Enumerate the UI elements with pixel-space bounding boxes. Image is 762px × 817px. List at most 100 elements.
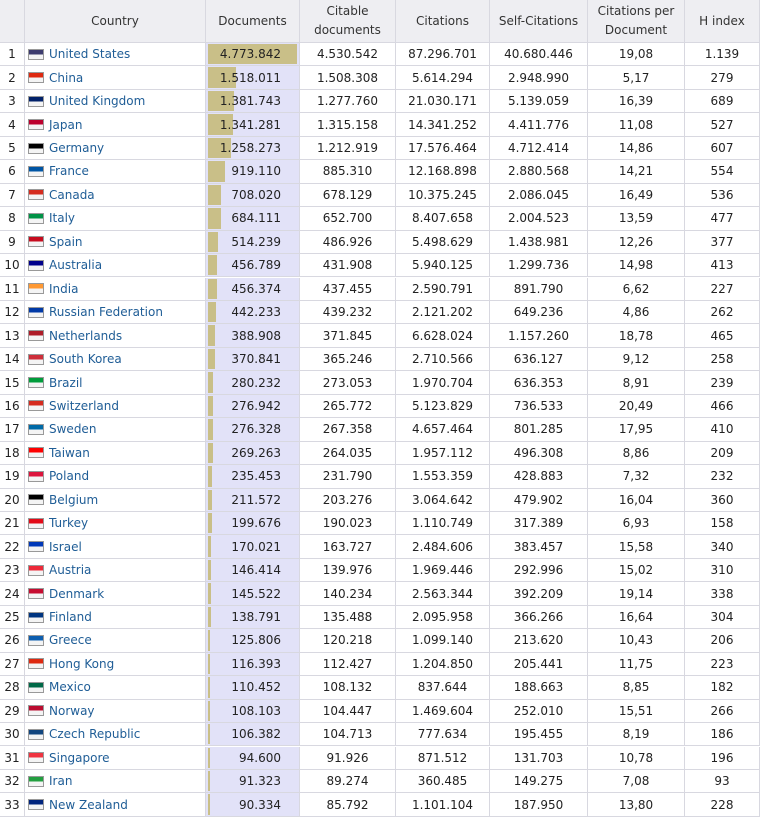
cell: 15: [0, 371, 25, 395]
header-cell[interactable]: Citations: [396, 0, 490, 43]
country-link[interactable]: Hong Kong: [49, 656, 115, 671]
value: 211.572: [231, 492, 281, 507]
country-link[interactable]: Poland: [49, 469, 90, 484]
country-link[interactable]: Mexico: [49, 680, 91, 695]
flag-icon: [28, 48, 44, 60]
documents-cell: 269.263: [206, 441, 300, 466]
country-link[interactable]: United States: [49, 47, 131, 62]
country-link[interactable]: South Korea: [49, 352, 122, 367]
country-link[interactable]: Czech Republic: [49, 727, 141, 742]
rank: 28: [4, 680, 20, 695]
flag-icon: [28, 775, 44, 787]
value: 10,43: [618, 633, 654, 648]
header-cell[interactable]: Self-Citations: [490, 0, 588, 43]
cell: 8,86: [588, 441, 685, 466]
value: 477: [710, 211, 734, 226]
cell: 16,04: [588, 488, 685, 512]
value: 87.296.701: [408, 47, 477, 62]
cell: 227: [685, 277, 760, 301]
country-link[interactable]: Italy: [49, 211, 76, 226]
cell: 10,43: [588, 629, 685, 653]
flag-icon: [28, 142, 44, 154]
cell: 649.236: [490, 300, 588, 325]
country-link[interactable]: Norway: [49, 703, 95, 718]
country-link[interactable]: Germany: [49, 141, 105, 156]
cell: 652.700: [300, 207, 396, 231]
value: 9,12: [622, 352, 650, 367]
column-header[interactable]: Citations: [415, 13, 469, 28]
documents-bar: [208, 700, 210, 722]
country-cell: Russian Federation: [25, 300, 206, 325]
cell: 1.438.981: [490, 230, 588, 255]
rank: 33: [4, 797, 20, 812]
cell: 371.845: [300, 324, 396, 348]
country-link[interactable]: China: [49, 70, 84, 85]
value: 280.232: [231, 375, 281, 390]
value: 276.942: [231, 398, 281, 413]
value: 195.455: [513, 727, 564, 742]
country-link[interactable]: Russian Federation: [49, 305, 163, 320]
value: 125.806: [231, 633, 281, 648]
value: 1.099.140: [411, 633, 474, 648]
header-cell[interactable]: Documents: [206, 0, 300, 43]
rank: 4: [8, 117, 16, 132]
cell: 410: [685, 418, 760, 442]
country-link[interactable]: France: [49, 164, 89, 179]
country-link[interactable]: Australia: [49, 258, 103, 273]
country-link[interactable]: Belgium: [49, 492, 99, 507]
cell: 9: [0, 230, 25, 255]
value: 4.657.464: [411, 422, 474, 437]
country-link[interactable]: India: [49, 281, 79, 296]
documents-cell: 138.791: [206, 605, 300, 630]
rank: 32: [4, 774, 20, 789]
header-cell[interactable]: Citable documents: [300, 0, 396, 43]
country-link[interactable]: New Zealand: [49, 797, 128, 812]
documents-cell: 94.600: [206, 746, 300, 770]
cell: 231.790: [300, 465, 396, 489]
cell: 5.498.629: [396, 230, 490, 255]
column-header[interactable]: Citations per Document: [597, 4, 675, 37]
country-link[interactable]: Switzerland: [49, 398, 119, 413]
country-link[interactable]: Denmark: [49, 586, 105, 601]
header-cell: [0, 0, 25, 43]
header-cell[interactable]: H index: [685, 0, 760, 43]
cell: 17: [0, 418, 25, 442]
country-link[interactable]: Spain: [49, 234, 83, 249]
value: 138.791: [231, 610, 281, 625]
column-header[interactable]: Country: [91, 13, 139, 28]
cell: 2.004.523: [490, 207, 588, 231]
header-cell[interactable]: Citations per Document: [588, 0, 685, 43]
country-link[interactable]: Turkey: [49, 516, 89, 531]
documents-bar: [208, 724, 210, 745]
cell: 360: [685, 488, 760, 512]
documents-cell: 108.103: [206, 699, 300, 724]
column-header[interactable]: Self-Citations: [498, 13, 579, 28]
country-link[interactable]: Canada: [49, 187, 95, 202]
value: 340: [710, 539, 734, 554]
flag-icon: [28, 541, 44, 553]
value: 360.485: [417, 774, 468, 789]
header-cell[interactable]: Country: [25, 0, 206, 43]
country-link[interactable]: Israel: [49, 539, 82, 554]
column-header[interactable]: Citable documents: [314, 4, 381, 37]
country-link[interactable]: Japan: [49, 117, 83, 132]
country-link[interactable]: Taiwan: [49, 445, 90, 460]
country-link[interactable]: Finland: [49, 610, 92, 625]
country-link[interactable]: Brazil: [49, 375, 83, 390]
country-link[interactable]: United Kingdom: [49, 94, 146, 109]
cell: 15,02: [588, 558, 685, 583]
value: 885.310: [322, 164, 373, 179]
column-header[interactable]: H index: [699, 13, 745, 28]
column-header[interactable]: Documents: [218, 13, 287, 28]
country-link[interactable]: Sweden: [49, 422, 97, 437]
value: 465: [710, 328, 734, 343]
documents-bar: [208, 442, 214, 464]
flag-icon: [28, 517, 44, 529]
country-link[interactable]: Netherlands: [49, 328, 123, 343]
country-link[interactable]: Austria: [49, 563, 92, 578]
country-link[interactable]: Singapore: [49, 750, 110, 765]
flag-icon: [28, 705, 44, 717]
country-link[interactable]: Iran: [49, 774, 73, 789]
cell: 4.411.776: [490, 113, 588, 137]
country-link[interactable]: Greece: [49, 633, 92, 648]
